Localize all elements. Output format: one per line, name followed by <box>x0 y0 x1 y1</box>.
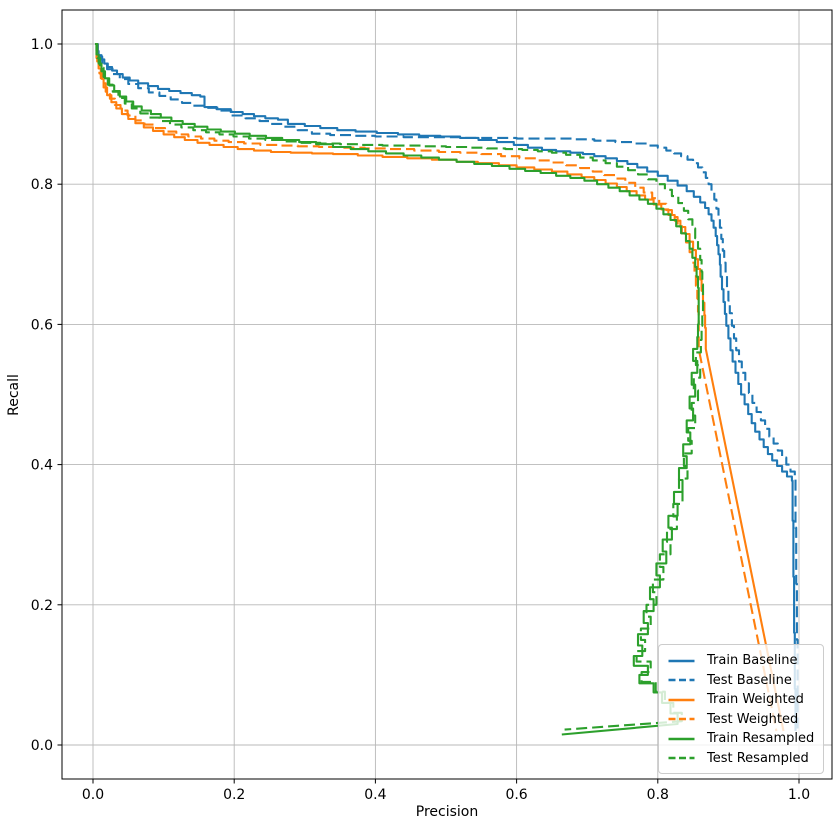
legend-item-test-baseline: Test Baseline <box>668 671 814 691</box>
legend-item-train-resampled: Train Resampled <box>668 729 814 749</box>
series-train-weighted <box>95 42 785 732</box>
x-tick-label: 0.8 <box>647 787 669 803</box>
y-tick-label: 0.6 <box>31 317 53 333</box>
y-tick-label: 0.0 <box>31 738 53 754</box>
series-train-baseline <box>95 42 797 731</box>
legend-item-train-baseline: Train Baseline <box>668 651 814 671</box>
legend-line-sample <box>668 757 695 760</box>
x-tick-label: 0.2 <box>223 787 245 803</box>
legend-label: Test Baseline <box>707 672 792 688</box>
legend-label: Train Resampled <box>707 731 815 747</box>
legend-line-sample <box>668 659 695 662</box>
x-tick-label: 1.0 <box>788 787 810 803</box>
series-train-resampled <box>95 42 700 736</box>
x-tick-label: 0.0 <box>82 787 104 803</box>
series-test-resampled <box>95 42 705 731</box>
legend-item-test-resampled: Test Resampled <box>668 749 814 769</box>
y-tick-label: 0.4 <box>31 458 53 474</box>
y-tick-label: 1.0 <box>31 37 53 53</box>
x-tick-label: 0.4 <box>364 787 386 803</box>
legend-line-sample <box>668 718 695 721</box>
y-tick-label: 0.2 <box>31 598 53 614</box>
y-tick-label: 0.8 <box>31 177 53 193</box>
legend-label: Train Weighted <box>707 692 804 708</box>
legend-line-sample <box>668 737 695 740</box>
legend-line-sample <box>668 698 695 701</box>
legend-item-train-weighted: Train Weighted <box>668 690 814 710</box>
legend-line-sample <box>668 679 695 682</box>
series-test-baseline <box>95 42 799 731</box>
legend-label: Test Weighted <box>707 711 799 727</box>
legend-label: Test Resampled <box>707 750 809 766</box>
y-axis-label: Recall <box>6 374 22 416</box>
legend: Train Baseline Test Baseline Train Weighte… <box>658 644 825 774</box>
plot-border <box>61 9 833 780</box>
legend-label: Train Baseline <box>707 653 798 669</box>
legend-item-test-weighted: Test Weighted <box>668 710 814 730</box>
x-axis-label: Precision <box>415 804 479 820</box>
x-tick-label: 0.6 <box>505 787 527 803</box>
